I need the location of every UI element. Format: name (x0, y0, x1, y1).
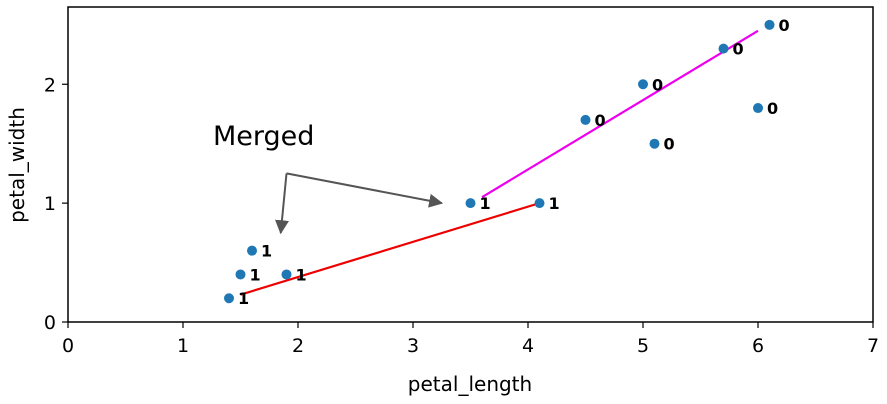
point-label: 1 (238, 289, 249, 308)
data-point (649, 138, 660, 149)
point-label: 0 (595, 111, 606, 130)
fit-lines (240, 29, 759, 296)
y-axis: 0 1 2 (44, 74, 68, 334)
point-label: 0 (767, 99, 778, 118)
point-label: 0 (733, 40, 744, 59)
point-label: 0 (779, 16, 790, 35)
annotation-text: Merged (213, 121, 314, 152)
x-tick-label: 0 (62, 335, 74, 357)
x-tick-label: 5 (637, 335, 649, 357)
data-point (638, 79, 648, 90)
y-axis-label: petal_width (5, 107, 29, 223)
y-tick-label: 2 (44, 74, 56, 96)
fit-line-1 (481, 29, 759, 199)
data-point (753, 103, 763, 114)
y-tick-label: 0 (44, 312, 56, 334)
data-point (534, 198, 545, 209)
data-point (465, 198, 476, 209)
plot-area-frame (67, 6, 874, 323)
data-point (764, 19, 775, 30)
point-label: 1 (250, 265, 261, 284)
x-tick-label: 3 (407, 335, 419, 357)
merged-annotation: Merged (213, 121, 444, 235)
annotation-arrow (286, 172, 444, 208)
fit-line-0 (240, 202, 540, 296)
x-axis-label: petal_length (408, 372, 532, 396)
data-point (235, 269, 246, 280)
x-tick-label: 1 (177, 335, 189, 357)
x-tick-label: 6 (752, 335, 764, 357)
data-point (224, 293, 234, 304)
point-label: 1 (549, 194, 560, 213)
point-label: 0 (664, 135, 675, 154)
point-label: 0 (652, 75, 663, 94)
y-tick-label: 1 (44, 193, 56, 215)
x-axis: 0 1 2 3 4 5 6 7 (62, 322, 879, 357)
data-point (281, 269, 292, 280)
data-point (718, 43, 729, 54)
annotation-arrow (274, 173, 289, 235)
x-tick-label: 2 (292, 335, 304, 357)
x-tick-label: 7 (867, 335, 879, 357)
point-label: 1 (296, 265, 307, 284)
point-label: 1 (480, 194, 491, 213)
point-label: 1 (261, 242, 272, 261)
data-point (247, 245, 257, 256)
data-point (580, 114, 591, 125)
x-tick-label: 4 (522, 335, 534, 357)
